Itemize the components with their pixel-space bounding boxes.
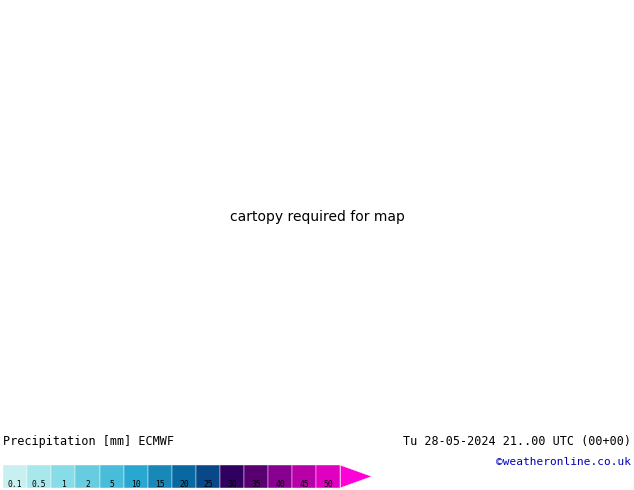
Bar bbox=[196, 465, 220, 488]
Text: 40: 40 bbox=[275, 480, 285, 490]
Polygon shape bbox=[340, 465, 372, 488]
Text: 25: 25 bbox=[203, 480, 213, 490]
Bar bbox=[316, 465, 340, 488]
Text: 1: 1 bbox=[61, 480, 66, 490]
Bar bbox=[244, 465, 268, 488]
Bar bbox=[172, 465, 196, 488]
Bar bbox=[51, 465, 75, 488]
Text: 0.5: 0.5 bbox=[32, 480, 47, 490]
Text: 2: 2 bbox=[85, 480, 90, 490]
Text: 50: 50 bbox=[323, 480, 333, 490]
Text: 30: 30 bbox=[227, 480, 237, 490]
Text: Precipitation [mm] ECMWF: Precipitation [mm] ECMWF bbox=[3, 435, 174, 448]
Bar bbox=[220, 465, 244, 488]
Text: 10: 10 bbox=[131, 480, 141, 490]
Text: 5: 5 bbox=[109, 480, 114, 490]
Bar bbox=[292, 465, 316, 488]
Bar bbox=[124, 465, 148, 488]
Text: ©weatheronline.co.uk: ©weatheronline.co.uk bbox=[496, 457, 631, 467]
Bar bbox=[3, 465, 27, 488]
Text: 15: 15 bbox=[155, 480, 165, 490]
Bar bbox=[100, 465, 124, 488]
Bar bbox=[75, 465, 100, 488]
Text: 45: 45 bbox=[299, 480, 309, 490]
Text: Tu 28-05-2024 21..00 UTC (00+00): Tu 28-05-2024 21..00 UTC (00+00) bbox=[403, 435, 631, 448]
Text: 0.1: 0.1 bbox=[8, 480, 23, 490]
Text: 20: 20 bbox=[179, 480, 189, 490]
Bar bbox=[148, 465, 172, 488]
Bar bbox=[268, 465, 292, 488]
Text: 35: 35 bbox=[251, 480, 261, 490]
Text: cartopy required for map: cartopy required for map bbox=[230, 210, 404, 224]
Bar bbox=[27, 465, 51, 488]
